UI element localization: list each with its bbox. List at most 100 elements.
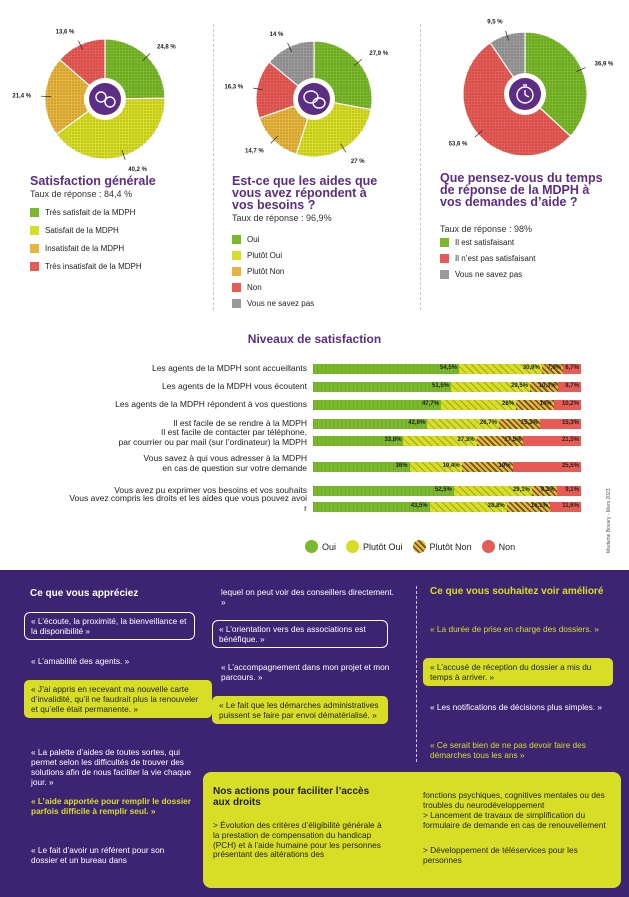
quote-box-highlight: « Le fait que les démarches administrati…: [212, 696, 388, 724]
bar-value-label: 6,7%: [565, 365, 579, 371]
stacked-bar: 51,5% 29,5% 10,3% 8,7%: [313, 382, 581, 392]
bar-category-label: Vous avez pu exprimer vos besoins et vos…: [114, 485, 307, 495]
bar-chart-legend: Oui Plutôt Oui Plutôt Non Non: [305, 540, 525, 553]
bar-segment-non: 25,5%: [512, 462, 581, 472]
bar-value-label: 11,6%: [562, 503, 579, 509]
legend-label: Il n’est pas satisfaisant: [455, 254, 536, 263]
bar-segment-oui: 52,5%: [313, 486, 454, 496]
bar-value-label: 47,7%: [421, 401, 439, 407]
quote-box-highlight: « J’ai appris en recevant ma nouvelle ca…: [24, 680, 212, 718]
happy-face-icon: [305, 540, 318, 553]
legend-swatch: [232, 283, 241, 292]
response-rate: Taux de réponse : 98%: [440, 224, 533, 234]
bar-segment-plut-t-non: 14%: [516, 400, 554, 410]
people-faces-icon-glyph: [95, 91, 116, 108]
quote-highlight: « La durée de prise en charge des dossie…: [430, 624, 599, 634]
slice-label: 53,6 %: [449, 142, 468, 148]
legend-swatch: [232, 251, 241, 260]
legend-label: Très satisfait de la MDPH: [45, 208, 136, 217]
bar-segment-plut-t-non: 10,3%: [530, 382, 558, 392]
bar-segment-non: 8,7%: [557, 382, 581, 392]
chart-panel-needs: 27,9 % 27 % 14,7 % 16,3 % 14 % Est-ce que le…: [214, 0, 414, 320]
neutral-face-icon: [412, 540, 426, 553]
bar-segment-plut-t-oui: 28%: [440, 400, 517, 410]
legend-swatch: [440, 270, 449, 279]
legend-item-plutot-oui: Plutôt Oui: [346, 540, 403, 553]
legend-item: Vous ne savez pas: [232, 299, 314, 308]
bar-value-label: 36%: [395, 463, 408, 469]
bar-value-label: 25,5%: [561, 463, 579, 469]
chart-panel-delay: 36,9 % 53,6 % 9,5 % Que pensez-vous du tem…: [421, 0, 629, 320]
bar-value-label: 10,2%: [561, 401, 579, 407]
bar-segment-oui: 33,8%: [313, 436, 404, 446]
bar-value-label: 9,2%: [540, 487, 555, 493]
bar-segment-non: 21,5%: [523, 436, 581, 446]
chart-panel-satisfaction: 24,8 % 40,2 % 21,4 % 13,6 % Satisfaction gé…: [0, 0, 210, 320]
appreciate-title: Ce que vous appréciez: [30, 588, 139, 599]
bar-value-label: 10,3%: [538, 383, 556, 389]
legend-swatch: [30, 226, 39, 235]
slice-leader-line: [353, 59, 362, 67]
stacked-bar: 47,7% 28% 14% 10,2%: [313, 400, 581, 410]
legend-swatch: [232, 299, 241, 308]
bar-value-label: 29,1%: [512, 487, 530, 493]
bar-value-label: 27,3%: [457, 437, 475, 443]
bar-segment-plut-t-non: 19%: [461, 462, 513, 472]
quote: « L’amabilité des agents. »: [31, 656, 130, 666]
legend-item: Non: [232, 283, 262, 292]
bar-category-label: Les agents de la MDPH sont accueillants: [152, 363, 307, 373]
donut-slice-texture: [256, 62, 314, 119]
bar-segment-non: 10,2%: [553, 400, 581, 410]
speech-bubbles-icon: [298, 83, 330, 115]
slice-leader-line: [78, 40, 83, 50]
legend-item: Très satisfait de la MDPH: [30, 208, 135, 217]
stacked-bar: 42,6% 26,7% 15,3% 15,3%: [313, 419, 581, 429]
bar-segment-oui: 54,5%: [313, 364, 460, 374]
bar-value-label: 42,6%: [408, 420, 426, 426]
divider: [420, 24, 421, 310]
bar-segment-plut-t-oui: 26,7%: [427, 419, 499, 429]
legend-swatch: [440, 238, 449, 247]
slice-label: 14,7 %: [245, 149, 264, 155]
donut-slice-texture: [56, 98, 166, 160]
legend-item: Plutôt Oui: [232, 251, 282, 260]
slice-label: 27,9 %: [369, 51, 388, 57]
chart-title-satisfaction: Satisfaction générale: [30, 174, 156, 188]
bar-value-label: 28,8%: [487, 503, 505, 509]
bar-segment-plut-t-oui: 29,1%: [453, 486, 532, 496]
donut-chart-satisfaction: 24,8 % 40,2 % 21,4 % 13,6 %: [12, 30, 176, 174]
actions-title: Nos actions pour faciliter l’accès aux d…: [213, 786, 370, 808]
donut-slice-texture: [525, 32, 587, 137]
stacked-bar: 36% 19,4% 19% 25,5%: [313, 462, 581, 472]
legend-label: Très insatisfait de la MDPH: [45, 262, 142, 271]
legend-swatch: [30, 244, 39, 253]
smile-face-icon: [346, 540, 360, 553]
bar-value-label: 28%: [502, 401, 515, 407]
bar-value-label: 9,1%: [565, 487, 579, 493]
donut-slice-texture: [45, 59, 105, 135]
quote: « Le fait d’avoir un référent pour son d…: [31, 845, 165, 865]
legend-label: Satisfait de la MDPH: [45, 226, 119, 235]
legend-label: Il est satisfaisant: [455, 238, 515, 247]
bar-value-label: 17,5%: [504, 437, 522, 443]
bar-segment-oui: 51,5%: [313, 382, 452, 392]
donut-chart-needs: 27,9 % 27 % 14,7 % 16,3 % 14 %: [224, 32, 388, 165]
donut-slice-texture: [105, 39, 165, 99]
bar-value-label: 26,7%: [479, 420, 497, 426]
bar-segment-plut-t-non: 17,5%: [476, 436, 524, 446]
bar-value-label: 19,4%: [442, 463, 460, 469]
bar-value-label: 29,5%: [511, 383, 529, 389]
legend-item: Très insatisfait de la MDPH: [30, 262, 142, 271]
bar-value-label: 51,5%: [432, 383, 450, 389]
bar-value-label: 30,9%: [522, 365, 540, 371]
legend-label: Non: [498, 541, 516, 552]
slice-leader-line: [474, 130, 483, 138]
quote: « Les notifications de décisions plus si…: [430, 702, 603, 712]
slice-label: 36,9 %: [595, 62, 614, 68]
quote-highlight: « L’aide apportée pour remplir le dossie…: [31, 796, 191, 816]
legend-item: Satisfait de la MDPH: [30, 226, 119, 235]
legend-label: Plutôt Oui: [363, 541, 403, 552]
divider: [213, 24, 214, 310]
legend-label: Non: [247, 283, 262, 292]
legend-swatch: [30, 208, 39, 217]
